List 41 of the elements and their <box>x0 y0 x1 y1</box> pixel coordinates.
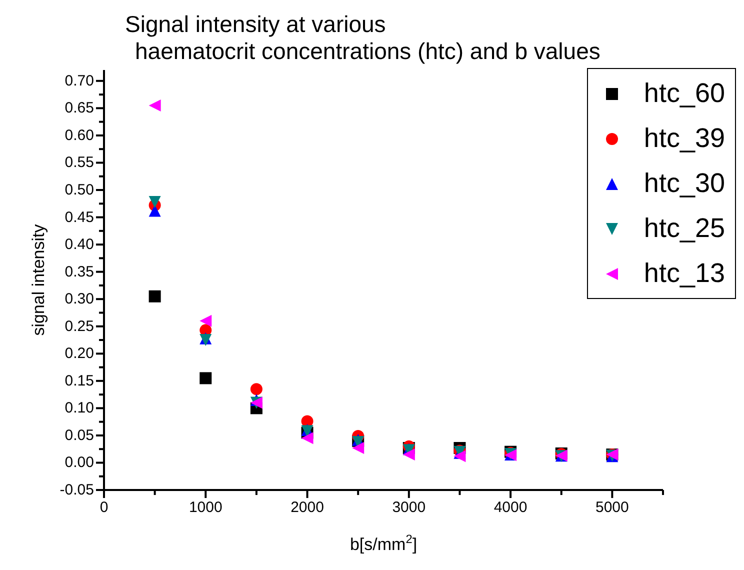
y-tick-label: 0.45 <box>64 208 94 226</box>
x-tick-label: 1000 <box>188 499 222 516</box>
y-tick-label: 0.20 <box>64 345 94 362</box>
y-tick-label: 0.65 <box>64 100 94 117</box>
y-tick-label: 0.15 <box>64 372 94 390</box>
point <box>301 432 314 444</box>
point <box>200 372 212 384</box>
y-tick-label: 0.55 <box>64 154 94 172</box>
point <box>402 448 415 461</box>
point <box>148 99 161 112</box>
point <box>352 442 364 454</box>
y-tick-label: 0.70 <box>64 72 94 90</box>
legend-label: htc_13 <box>644 258 725 289</box>
y-tick-label: 0.00 <box>64 454 94 472</box>
x-tick-label: 2000 <box>290 499 324 516</box>
point <box>148 204 161 217</box>
point <box>148 290 161 302</box>
x-tick-label: 0 <box>100 499 108 516</box>
legend-label: htc_30 <box>644 168 725 199</box>
y-tick-label: 0.25 <box>64 318 94 335</box>
y-tick-label: 0.10 <box>64 400 94 417</box>
x-tick-label: 4000 <box>494 499 528 516</box>
y-tick-label: 0.05 <box>64 426 94 444</box>
y-tick-label: 0.35 <box>64 263 94 280</box>
point <box>148 196 161 208</box>
chart-title: Signal intensity at various haematocrit concentrations (htc) and b values <box>125 11 600 64</box>
x-tick-label: 3000 <box>392 499 426 516</box>
x-axis-title: b[s/mm$^{2}$] <box>350 532 418 554</box>
y-tick-label: 0.40 <box>64 236 94 254</box>
y-tick-label: -0.05 <box>60 482 94 498</box>
y-tick-label: 0.50 <box>64 182 94 198</box>
y-axis-title: signal intensity <box>29 224 48 336</box>
legend-label: htc_60 <box>644 78 725 109</box>
point <box>454 450 466 462</box>
y-tick-label: 0.60 <box>64 126 94 144</box>
legend-label: htc_39 <box>644 123 725 154</box>
x-tick-label: 5000 <box>595 499 629 516</box>
point <box>250 383 262 396</box>
point <box>200 314 212 327</box>
legend-label: htc_25 <box>644 213 725 244</box>
y-tick-label: 0.30 <box>64 290 94 308</box>
